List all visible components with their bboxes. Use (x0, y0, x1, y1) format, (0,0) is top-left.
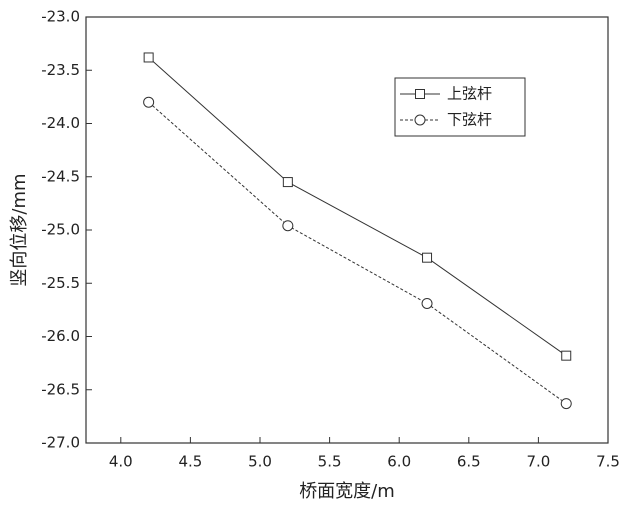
y-tick-label: -23.5 (41, 61, 80, 79)
marker (415, 89, 425, 99)
y-tick-label: -26.5 (41, 380, 80, 398)
legend-label: 上弦杆 (447, 85, 492, 103)
x-tick-label: 6.5 (457, 453, 481, 471)
x-tick-label: 7.0 (526, 453, 550, 471)
marker (282, 177, 293, 188)
marker (414, 114, 426, 126)
y-axis-title: 竖向位移/mm (9, 173, 30, 286)
x-tick-label: 4.0 (109, 453, 133, 471)
x-tick-label: 6.0 (387, 453, 411, 471)
x-tick-label: 5.0 (248, 453, 272, 471)
y-tick-label: -25.5 (41, 274, 80, 292)
x-axis-title: 桥面宽度/m (299, 481, 395, 502)
marker (143, 96, 155, 108)
series-line (148, 57, 567, 357)
y-tick-label: -23.0 (41, 8, 80, 26)
x-tick-label: 4.5 (178, 453, 202, 471)
x-tick-label: 7.5 (596, 453, 620, 471)
x-tick-label: 5.5 (318, 453, 342, 471)
legend-box (394, 77, 526, 137)
marker (421, 297, 433, 309)
marker (143, 52, 154, 63)
y-tick-label: -27.0 (41, 434, 80, 452)
y-tick-label: -24.5 (41, 167, 80, 185)
marker (561, 350, 572, 361)
plot-frame (85, 16, 609, 444)
marker (422, 252, 433, 263)
y-tick-label: -26.0 (41, 327, 80, 345)
legend-label: 下弦杆 (447, 111, 492, 129)
marker (282, 220, 294, 232)
y-tick-label: -25.0 (41, 221, 80, 239)
series-line (148, 101, 567, 405)
y-tick-label: -24.0 (41, 114, 80, 132)
marker (560, 398, 572, 410)
